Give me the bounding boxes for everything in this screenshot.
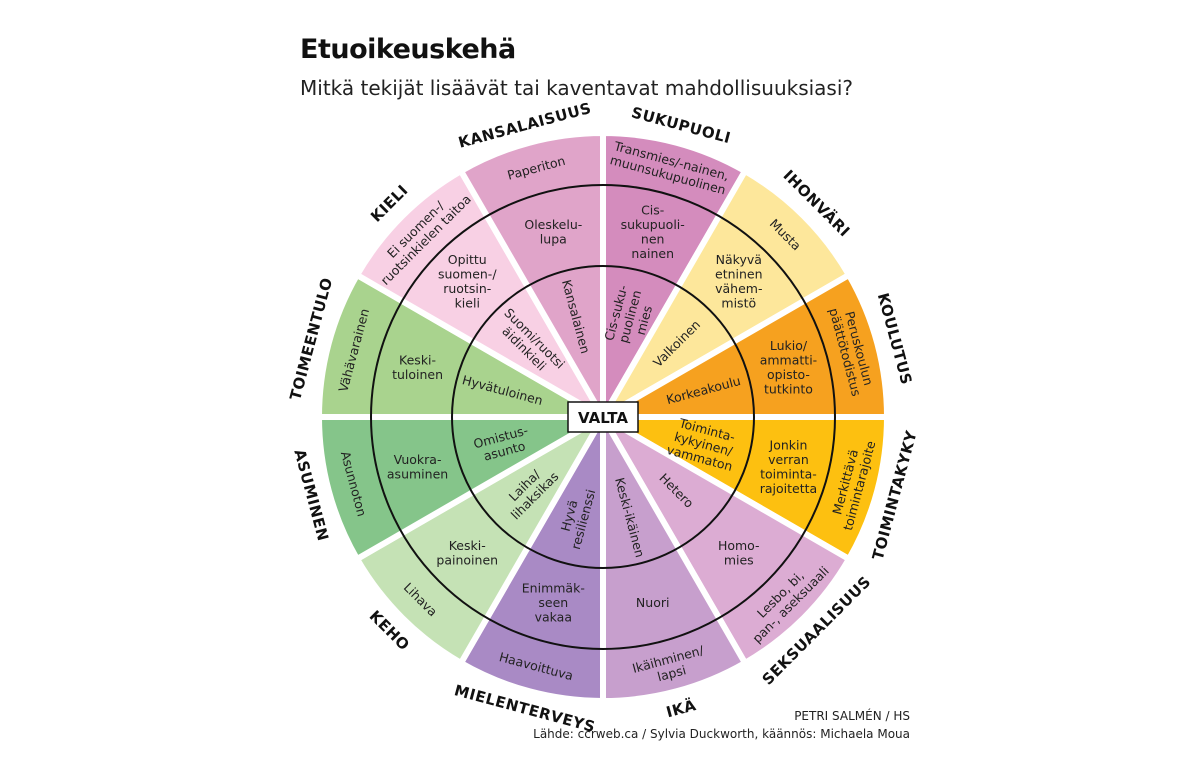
middle-ring-label-line: mies bbox=[724, 553, 754, 568]
middle-ring-label-line: rajoitetta bbox=[760, 481, 817, 496]
middle-ring-label-line: Cis- bbox=[641, 202, 664, 217]
middle-ring-label-line: suomen-/ bbox=[438, 266, 497, 281]
sector-sukupuoli bbox=[600, 129, 750, 429]
sector-toimintakyky bbox=[591, 414, 891, 564]
middle-ring-label-line: nainen bbox=[631, 246, 674, 261]
middle-ring-label-line: Homo- bbox=[718, 538, 760, 553]
middle-ring-label-line: Keski- bbox=[399, 353, 436, 368]
middle-ring-label-line: sukupuoli- bbox=[621, 217, 685, 232]
middle-ring-label-line: mistö bbox=[721, 295, 756, 310]
middle-ring-label: Opittu suomen-/ruotsin-kieli bbox=[438, 252, 497, 311]
sector-ikä bbox=[600, 405, 750, 705]
sector-seksuaalisuus bbox=[594, 408, 854, 668]
sector-kieli bbox=[352, 166, 612, 426]
source-note: Lähde: ccrweb.ca / Sylvia Duckworth, kää… bbox=[533, 727, 910, 741]
middle-ring-label: Cis-sukupuoli-nen nainen bbox=[621, 202, 685, 261]
middle-ring-label-line: asuminen bbox=[387, 466, 448, 481]
middle-ring-label-line: Keski- bbox=[449, 538, 486, 553]
middle-ring-label-line: Opittu bbox=[448, 252, 487, 267]
middle-ring-label: Enimmäk-seen vakaa bbox=[522, 580, 585, 624]
sector-asuminen bbox=[315, 414, 615, 564]
middle-ring-label-line: Oleskelu- bbox=[524, 217, 582, 232]
middle-ring-label: Keski-painoinen bbox=[436, 538, 498, 568]
center-label: VALTA bbox=[578, 409, 628, 427]
middle-ring-label-line: opisto- bbox=[767, 367, 810, 382]
sector-ihonväri bbox=[594, 166, 854, 426]
middle-ring-label-line: vakaa bbox=[535, 609, 572, 624]
middle-ring-label-line: kieli bbox=[455, 295, 480, 310]
outer-ring-label-line: lapsi bbox=[656, 662, 688, 684]
middle-ring-label: Nuori bbox=[636, 595, 670, 610]
middle-ring-label-line: Nuori bbox=[636, 595, 670, 610]
sector-mielenterveys bbox=[456, 405, 606, 705]
middle-ring-label-line: Vuokra- bbox=[394, 452, 442, 467]
center-box bbox=[567, 401, 639, 433]
category-label: IKÄ bbox=[664, 695, 698, 721]
middle-ring-label-line: ruotsin- bbox=[443, 281, 491, 296]
middle-ring-label: Keski-tuloinen bbox=[392, 353, 443, 383]
middle-ring-label-line: tuloinen bbox=[392, 367, 443, 382]
middle-ring-label: Vuokra-asuminen bbox=[387, 452, 448, 482]
sector-keho bbox=[352, 408, 612, 668]
middle-ring-label: Oleskelu-lupa bbox=[524, 217, 582, 247]
inner-ring-label-line: mies bbox=[633, 304, 655, 337]
page-title: Etuoikeuskehä bbox=[300, 34, 516, 65]
middle-ring-label-line: seen bbox=[538, 595, 568, 610]
middle-ring-label-line: toiminta- bbox=[760, 466, 817, 481]
middle-ring-label-line: nen bbox=[641, 231, 665, 246]
middle-ring-label-line: ammatti- bbox=[760, 353, 817, 368]
middle-ring-label-line: vähem- bbox=[715, 281, 762, 296]
sector-koulutus bbox=[591, 270, 891, 420]
middle-ring-label: Jonkin verran toiminta-rajoitetta bbox=[760, 437, 817, 496]
middle-ring-label: Lukio/ammatti-opisto-tutkinto bbox=[760, 338, 817, 397]
middle-ring-label-line: painoinen bbox=[436, 553, 498, 568]
middle-ring-label: Homo-mies bbox=[718, 538, 760, 568]
middle-ring-label: Näkyvä etninen vähem-mistö bbox=[715, 252, 763, 311]
middle-ring-label-line: Jonkin bbox=[769, 437, 808, 452]
middle-ring-label-line: Näkyvä bbox=[716, 252, 762, 267]
sector-kansalaisuus bbox=[456, 129, 606, 429]
page-subtitle: Mitkä tekijät lisäävät tai kaventavat ma… bbox=[300, 76, 854, 100]
middle-ring-label-line: tutkinto bbox=[764, 382, 813, 397]
middle-ring-circle bbox=[370, 184, 836, 650]
middle-ring-label-line: etninen bbox=[715, 266, 763, 281]
middle-ring-label-line: Lukio/ bbox=[770, 338, 808, 353]
middle-ring-label-line: verran bbox=[768, 452, 809, 467]
middle-ring-label-line: Enimmäk- bbox=[522, 580, 585, 595]
credit: PETRI SALMÉN / HS bbox=[794, 709, 910, 723]
inner-ring-circle bbox=[451, 265, 755, 569]
middle-ring-label-line: lupa bbox=[540, 231, 567, 246]
sector-toimeentulo bbox=[315, 270, 615, 420]
